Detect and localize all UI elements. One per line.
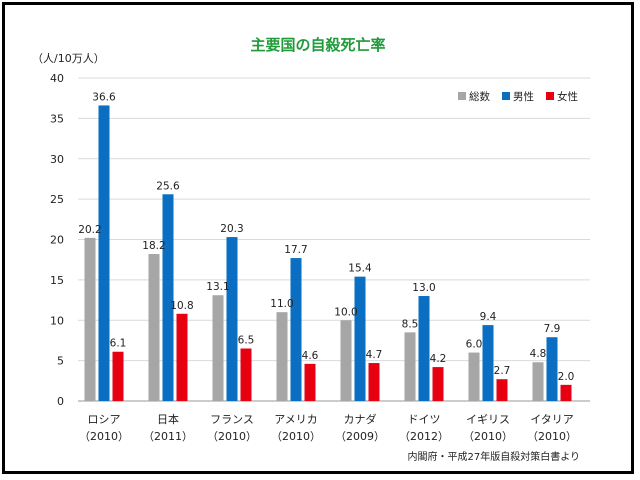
x-tick-label: カナダ	[344, 412, 377, 426]
data-label: 10.0	[334, 306, 357, 318]
data-label: 15.4	[348, 263, 372, 275]
bar-女性	[560, 384, 572, 401]
data-label: 36.6	[92, 91, 116, 103]
x-tick-year-label: （2010）	[271, 430, 321, 443]
bar-総数	[468, 352, 480, 401]
data-label: 10.8	[170, 300, 193, 312]
x-tick-year-label: （2010）	[207, 430, 257, 443]
bar-総数	[276, 312, 288, 401]
x-tick-year-label: （2010）	[463, 430, 513, 443]
data-label: 20.3	[220, 223, 243, 235]
data-label: 18.2	[142, 240, 165, 252]
bar-男性	[226, 237, 238, 401]
bar-女性	[496, 379, 508, 401]
y-tick-label: 15	[50, 274, 64, 287]
data-label: 4.2	[430, 353, 447, 365]
data-label: 4.6	[302, 350, 319, 362]
x-tick-year-label: （2012）	[399, 430, 449, 443]
data-label: 6.0	[466, 339, 483, 351]
legend-swatch-総数	[458, 92, 466, 100]
bar-女性	[176, 313, 188, 401]
y-tick-label: 10	[50, 314, 64, 327]
x-tick-label: イギリス	[466, 413, 510, 426]
data-label: 11.0	[270, 298, 293, 310]
bar-女性	[112, 351, 124, 401]
bar-男性	[418, 296, 430, 401]
bar-女性	[304, 363, 316, 401]
legend-label: 総数	[469, 90, 490, 103]
bar-総数	[148, 254, 160, 401]
bar-男性	[162, 194, 174, 401]
legend-label: 女性	[557, 90, 578, 103]
chart-title: 主要国の自殺死亡率	[250, 36, 385, 54]
legend-swatch-女性	[546, 92, 554, 100]
data-label: 6.1	[110, 338, 127, 350]
data-label: 6.5	[238, 335, 255, 347]
data-label: 7.9	[544, 323, 561, 335]
bar-男性	[354, 276, 366, 401]
bar-女性	[432, 367, 444, 401]
y-tick-label: 30	[50, 153, 64, 166]
data-label: 13.0	[412, 282, 435, 294]
bar-女性	[240, 348, 252, 401]
bar-男性	[546, 337, 558, 401]
data-label: 2.0	[558, 371, 575, 383]
legend: 総数 男性 女性	[458, 90, 578, 103]
data-label: 17.7	[284, 244, 307, 256]
y-tick-label: 5	[57, 355, 64, 368]
x-tick-year-label: （2010）	[79, 430, 129, 443]
y-tick-label: 20	[50, 234, 64, 247]
x-tick-year-label: （2011）	[143, 430, 193, 443]
bar-総数	[340, 320, 352, 401]
data-label: 25.6	[156, 180, 180, 192]
data-label: 20.2	[78, 224, 101, 236]
x-tick-label: ロシア	[88, 413, 121, 426]
source-note: 内閣府・平成27年版自殺対策白書より	[407, 450, 580, 463]
bar-男性	[290, 258, 302, 401]
data-label: 4.8	[530, 348, 547, 360]
bar-総数	[84, 237, 96, 401]
bar-男性	[482, 325, 494, 401]
data-label: 13.1	[206, 281, 229, 293]
x-tick-label: フランス	[210, 413, 254, 426]
bar-総数	[404, 332, 416, 401]
data-label: 8.5	[402, 318, 419, 330]
x-tick-label: ドイツ	[408, 413, 441, 426]
x-tick-year-label: （2009）	[335, 430, 385, 443]
legend-swatch-男性	[502, 92, 510, 100]
x-tick-year-label: （2010）	[527, 430, 577, 443]
data-label: 2.7	[494, 365, 511, 377]
y-tick-label: 40	[50, 72, 64, 85]
x-tick-label: 日本	[157, 412, 179, 426]
y-axis-unit-label: （人/10万人）	[32, 52, 105, 65]
data-label: 9.4	[480, 311, 497, 323]
x-tick-label: アメリカ	[274, 413, 317, 426]
bar-女性	[368, 363, 380, 401]
bar-総数	[532, 362, 544, 401]
bar-男性	[98, 105, 110, 401]
bar-総数	[212, 295, 224, 401]
y-tick-label: 0	[57, 395, 64, 408]
legend-label: 男性	[513, 90, 534, 103]
y-tick-label: 25	[50, 193, 64, 206]
data-label: 4.7	[366, 349, 383, 361]
y-tick-label: 35	[50, 112, 64, 125]
x-tick-label: イタリア	[530, 413, 574, 426]
